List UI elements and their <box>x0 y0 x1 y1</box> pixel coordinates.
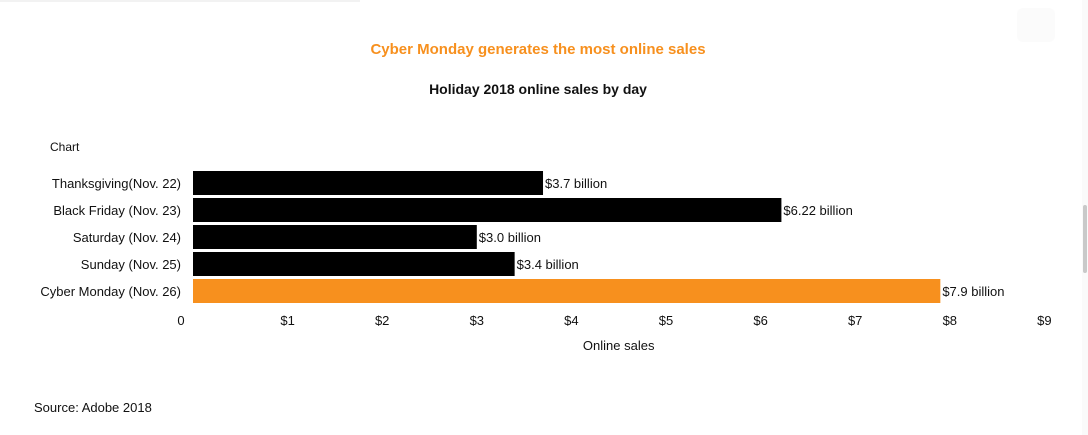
bar-1 <box>193 198 782 222</box>
chart-caption: Chart <box>50 140 80 154</box>
category-label-1: Black Friday (Nov. 23) <box>53 203 181 218</box>
x-tick-7: $7 <box>848 313 862 328</box>
chart-title: Holiday 2018 online sales by day <box>429 81 647 97</box>
corner-panel <box>1017 8 1055 42</box>
scrollbar-thumb[interactable] <box>1083 205 1087 273</box>
data-label-2: $3.0 billion <box>479 230 541 245</box>
category-label-3: Sunday (Nov. 25) <box>81 257 181 272</box>
category-label-0: Thanksgiving(Nov. 22) <box>52 176 181 191</box>
category-label-2: Saturday (Nov. 24) <box>73 230 181 245</box>
x-axis-label: Online sales <box>583 338 655 353</box>
bar-0 <box>193 171 544 195</box>
data-label-0: $3.7 billion <box>545 176 607 191</box>
data-label-4: $7.9 billion <box>942 284 1004 299</box>
x-tick-9: $9 <box>1037 313 1051 328</box>
category-labels: Thanksgiving(Nov. 22) Black Friday (Nov. … <box>40 176 181 299</box>
data-label-1: $6.22 billion <box>783 203 852 218</box>
x-tick-1: $1 <box>280 313 294 328</box>
bar-4 <box>193 279 941 303</box>
x-tick-2: $2 <box>375 313 389 328</box>
bar-2 <box>193 225 477 249</box>
category-label-4: Cyber Monday (Nov. 26) <box>40 284 181 299</box>
bar-3 <box>193 252 515 276</box>
x-tick-6: $6 <box>753 313 767 328</box>
source-note: Source: Adobe 2018 <box>34 400 152 415</box>
headline: Cyber Monday generates the most online s… <box>370 41 706 58</box>
bars-group <box>193 171 941 303</box>
x-tick-4: $4 <box>564 313 578 328</box>
x-tick-8: $8 <box>943 313 957 328</box>
x-axis-ticks: 0 $1 $2 $3 $4 $5 $6 $7 $8 $9 <box>177 313 1051 328</box>
scrollbar-track[interactable] <box>1082 0 1088 435</box>
data-label-3: $3.4 billion <box>517 257 579 272</box>
x-tick-5: $5 <box>659 313 673 328</box>
data-labels: $3.7 billion $6.22 billion $3.0 billion $3.… <box>479 176 1005 299</box>
top-divider <box>0 0 360 2</box>
x-tick-0: 0 <box>177 313 184 328</box>
x-tick-3: $3 <box>470 313 484 328</box>
